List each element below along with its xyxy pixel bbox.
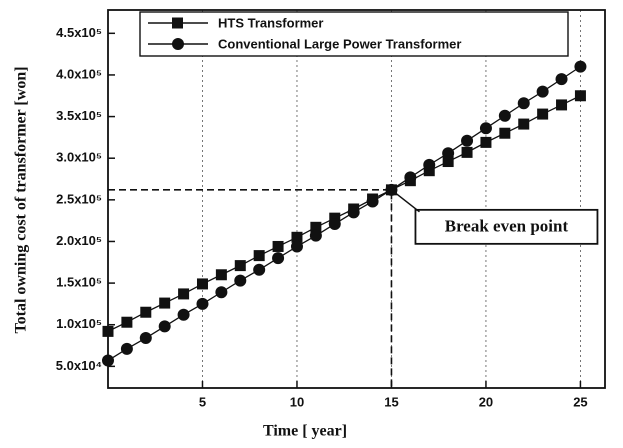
x-tick-label: 5 (199, 394, 206, 409)
data-point (499, 127, 511, 139)
data-point (404, 171, 417, 184)
break-even-guide (108, 189, 393, 388)
data-point (291, 231, 303, 243)
data-point (196, 278, 208, 290)
data-point (215, 286, 228, 299)
y-tick-label: 2.0x10⁵ (56, 233, 102, 248)
x-tick-label: 10 (290, 394, 304, 409)
y-tick-label: 1.0x10⁵ (56, 316, 102, 331)
data-point (461, 134, 474, 147)
x-tick-label: 15 (384, 394, 398, 409)
data-point (366, 195, 379, 208)
data-point (442, 156, 454, 168)
legend-marker (172, 17, 183, 29)
data-point (253, 263, 266, 276)
y-tick-label: 1.5x10⁵ (56, 275, 102, 290)
data-point (177, 308, 190, 321)
data-point (272, 252, 285, 265)
plot-frame (107, 9, 606, 389)
data-point (215, 269, 227, 281)
data-point (253, 250, 265, 262)
y-axis-label: Total owning cost of transformer [won] (13, 66, 30, 333)
y-tick-label: 3.0x10⁵ (56, 150, 102, 165)
data-point (328, 217, 341, 230)
data-point (498, 109, 511, 122)
y-tick-label: 5.0x10⁴ (56, 358, 102, 373)
data-point (517, 97, 530, 110)
annotation-text: Break even point (445, 217, 569, 236)
data-point (480, 136, 492, 148)
data-point (159, 297, 171, 309)
legend-box (139, 11, 569, 57)
y-tick-label: 4.5x10⁵ (56, 25, 102, 40)
data-point (556, 99, 568, 111)
y-tick-label: 2.5x10⁵ (56, 191, 102, 206)
legend-label: HTS Transformer (218, 15, 323, 30)
data-point (385, 183, 398, 196)
data-point (310, 221, 322, 233)
data-point (347, 206, 360, 219)
annotation-arrow (395, 193, 420, 213)
data-point (290, 240, 303, 253)
data-point (574, 60, 587, 73)
data-point (442, 147, 455, 160)
x-tick-label: 20 (479, 394, 493, 409)
data-point (102, 325, 114, 337)
data-point (196, 297, 209, 310)
data-point (178, 288, 190, 300)
y-tick-label: 3.5x10⁵ (56, 108, 102, 123)
data-point (120, 342, 133, 355)
data-point (102, 354, 114, 367)
data-point (537, 108, 549, 120)
data-point (121, 316, 133, 328)
data-point (461, 146, 473, 158)
x-tick-label: 25 (573, 394, 587, 409)
data-point (518, 118, 530, 130)
annotation-box (414, 208, 599, 245)
data-point (555, 73, 568, 86)
data-point (479, 122, 492, 135)
data-point (140, 306, 152, 318)
data-point (574, 90, 586, 102)
data-point (272, 240, 284, 252)
data-point (234, 274, 247, 287)
data-point (309, 229, 322, 242)
data-point (536, 85, 549, 98)
legend-label: Conventional Large Power Transformer (218, 36, 461, 51)
data-point (423, 158, 436, 171)
data-point (234, 260, 246, 272)
y-tick-label: 4.0x10⁵ (56, 66, 102, 81)
legend-marker (172, 38, 184, 50)
data-point (158, 320, 171, 333)
x-axis-label: Time [ year] (263, 423, 347, 440)
data-point (139, 332, 152, 345)
